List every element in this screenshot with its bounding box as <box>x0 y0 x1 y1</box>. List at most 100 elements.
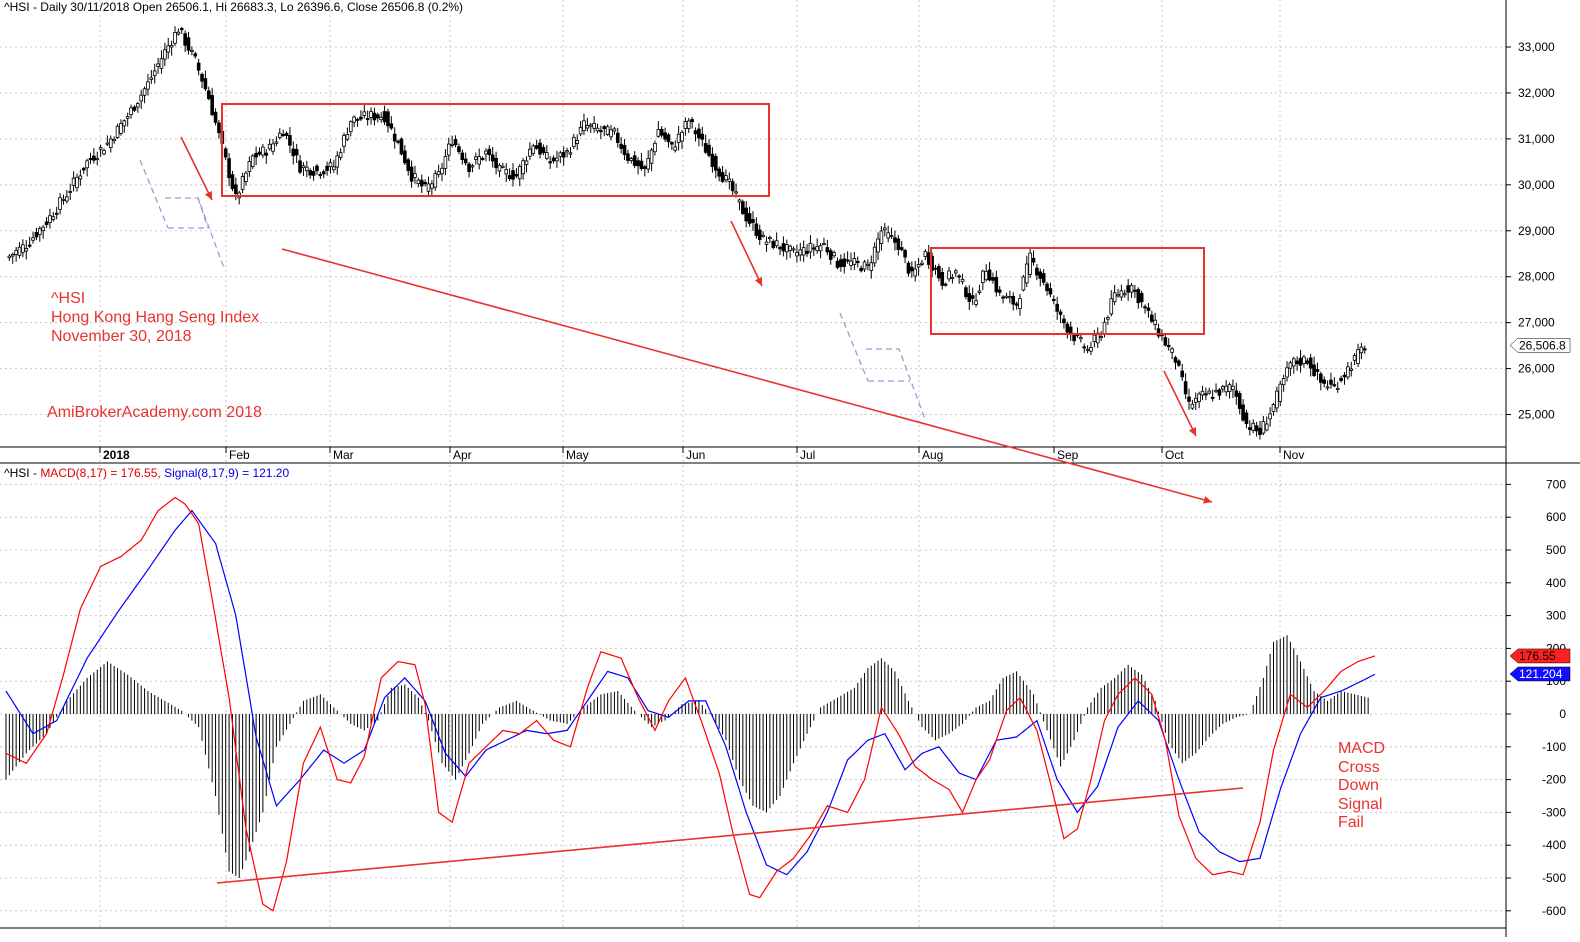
candle <box>960 273 965 285</box>
candle <box>822 237 826 246</box>
candle <box>588 122 593 134</box>
candle <box>849 252 853 271</box>
candle-body <box>1122 293 1127 296</box>
candle-body <box>1008 296 1012 299</box>
candle <box>176 28 181 36</box>
candle-body <box>981 270 985 284</box>
candle-body <box>839 259 843 268</box>
candle-body <box>923 250 928 257</box>
candle <box>61 194 66 205</box>
candle <box>1166 338 1171 351</box>
candle-body <box>1237 393 1242 409</box>
candle-body <box>697 128 701 139</box>
candle-body <box>504 169 509 175</box>
candle <box>815 238 819 254</box>
candle-body <box>1082 346 1087 349</box>
candle-body <box>548 161 552 164</box>
candle-body <box>409 166 414 182</box>
candle-body <box>1312 364 1316 376</box>
candle <box>605 124 610 136</box>
candle-body <box>1319 373 1323 383</box>
candle <box>903 248 907 264</box>
candle-body <box>693 130 698 135</box>
candle-body <box>311 171 316 176</box>
candle-body <box>1291 358 1296 367</box>
candle <box>555 150 559 168</box>
candle <box>1109 290 1114 317</box>
candle-body <box>1004 295 1009 298</box>
candle <box>1038 268 1043 287</box>
candle-body <box>612 128 617 132</box>
candle-body <box>494 158 498 169</box>
candle-body <box>1329 379 1333 385</box>
candle-body <box>1021 276 1026 291</box>
candle <box>839 254 843 272</box>
candle-body <box>555 157 559 162</box>
axes: 33,000 32,000 31,000 30,000 29,000 28,000 27,0… <box>99 40 1571 918</box>
candle <box>85 158 89 177</box>
candle <box>751 211 755 231</box>
candle <box>572 133 576 150</box>
candle <box>75 173 79 192</box>
candle-body <box>271 143 275 152</box>
candle <box>1305 357 1310 366</box>
price-header: ^HSI - Daily 30/11/2018 Open 26506.1, Hi… <box>4 0 464 14</box>
macd-y-tick-label: -200 <box>1542 773 1566 787</box>
candle-body <box>1190 403 1195 409</box>
candle <box>166 37 171 59</box>
candle-body <box>71 177 76 186</box>
candle <box>1112 284 1117 306</box>
candle <box>869 255 874 279</box>
candle-body <box>1332 384 1337 387</box>
candle-body <box>1112 292 1117 303</box>
candle <box>700 126 705 147</box>
candle-body <box>254 152 258 158</box>
candle-body <box>649 149 654 164</box>
candle <box>386 108 390 133</box>
candle-body <box>663 132 667 140</box>
candle-body <box>453 139 458 146</box>
candle <box>855 256 860 268</box>
candle-body <box>1325 386 1330 389</box>
candle-body <box>517 166 522 180</box>
candle <box>1342 372 1347 385</box>
candle-body <box>545 152 549 159</box>
candle-body <box>75 176 79 189</box>
candle <box>244 170 248 186</box>
candle-body <box>994 276 999 293</box>
candle <box>200 72 204 89</box>
candle <box>267 138 272 151</box>
candle <box>994 270 999 297</box>
candle <box>247 156 252 177</box>
candle-body <box>1187 396 1191 402</box>
candle-body <box>318 173 323 176</box>
candle <box>977 284 982 295</box>
candle <box>845 251 850 264</box>
candle <box>673 140 678 153</box>
candle <box>17 242 22 259</box>
candle <box>159 50 164 74</box>
candle <box>335 151 340 175</box>
candle-body <box>467 163 471 172</box>
candle <box>643 164 647 177</box>
candle-body <box>768 236 772 239</box>
candle-body <box>1214 390 1218 393</box>
candle-body <box>1224 385 1228 393</box>
candle-body <box>727 178 732 182</box>
candle-body <box>284 132 289 137</box>
candle <box>561 146 566 166</box>
candle-body <box>670 142 674 145</box>
candle-body <box>893 237 897 243</box>
candle <box>1319 371 1323 391</box>
candle <box>152 63 157 84</box>
candle-body <box>1204 393 1208 396</box>
candle-body <box>501 165 505 168</box>
candle <box>27 236 32 249</box>
candle-body <box>1356 349 1360 364</box>
candle <box>237 190 242 205</box>
candle-body <box>159 58 164 69</box>
candle-body <box>578 126 583 135</box>
candle-body <box>446 143 451 156</box>
candle <box>1258 420 1262 440</box>
candle <box>1291 356 1296 374</box>
